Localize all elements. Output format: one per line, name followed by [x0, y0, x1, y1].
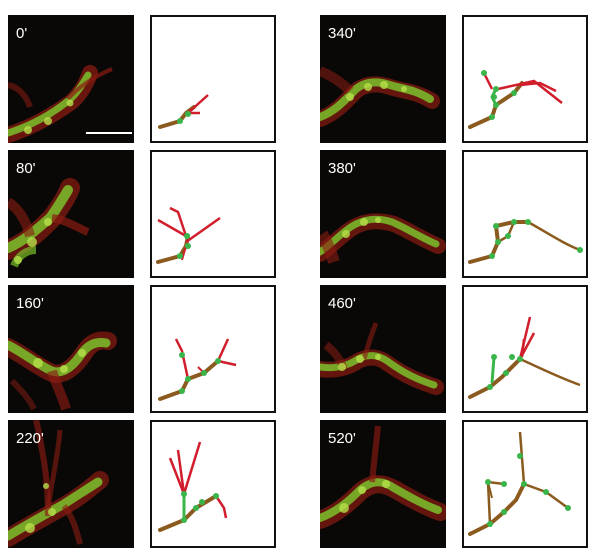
trace-panel-6 [462, 285, 588, 413]
micrograph-image-6 [320, 322, 444, 395]
micrograph-panel-2: 160' [8, 285, 134, 413]
trace-panel-0 [150, 15, 276, 143]
micrograph-image-0 [8, 65, 113, 143]
trace-panel-2 [150, 285, 276, 413]
micrograph-panel-5: 380' [320, 150, 446, 278]
time-label: 160' [16, 295, 44, 312]
micrograph-panel-4: 340' [320, 15, 446, 143]
trace-panel-4 [462, 15, 588, 143]
trace-drawing-5 [468, 219, 583, 264]
micrograph-panel-7: 520' [320, 420, 446, 548]
time-label: 460' [328, 295, 356, 312]
micrograph-panel-3: 220' [8, 420, 134, 548]
trace-drawing-6 [468, 316, 581, 399]
time-label: 380' [328, 160, 356, 177]
trace-panel-1 [150, 150, 276, 278]
micrograph-panel-1: 80' [8, 150, 134, 278]
micrograph-image-4 [320, 66, 440, 127]
time-label: 340' [328, 25, 356, 42]
time-label: 220' [16, 430, 44, 447]
scale-bar [86, 132, 132, 134]
time-label: 0' [16, 25, 28, 42]
micrograph-image-5 [320, 213, 446, 264]
micrograph-panel-6: 460' [320, 285, 446, 413]
trace-drawing-1 [156, 206, 221, 264]
trace-drawing-3 [158, 441, 228, 532]
micrograph-image-7 [320, 425, 446, 529]
trace-panel-7 [462, 420, 588, 548]
micrograph-image-2 [8, 331, 117, 411]
trace-drawing-4 [468, 70, 563, 129]
trace-drawing-0 [158, 94, 209, 129]
trace-panel-3 [150, 420, 276, 548]
time-label: 520' [328, 430, 356, 447]
trace-panel-5 [462, 150, 588, 278]
micrograph-image-3 [8, 420, 109, 547]
micrograph-image-1 [8, 178, 90, 268]
micrograph-panel-0: 0' [8, 15, 134, 143]
trace-drawing-7 [468, 431, 571, 536]
time-label: 80' [16, 160, 36, 177]
trace-drawing-2 [158, 338, 237, 401]
